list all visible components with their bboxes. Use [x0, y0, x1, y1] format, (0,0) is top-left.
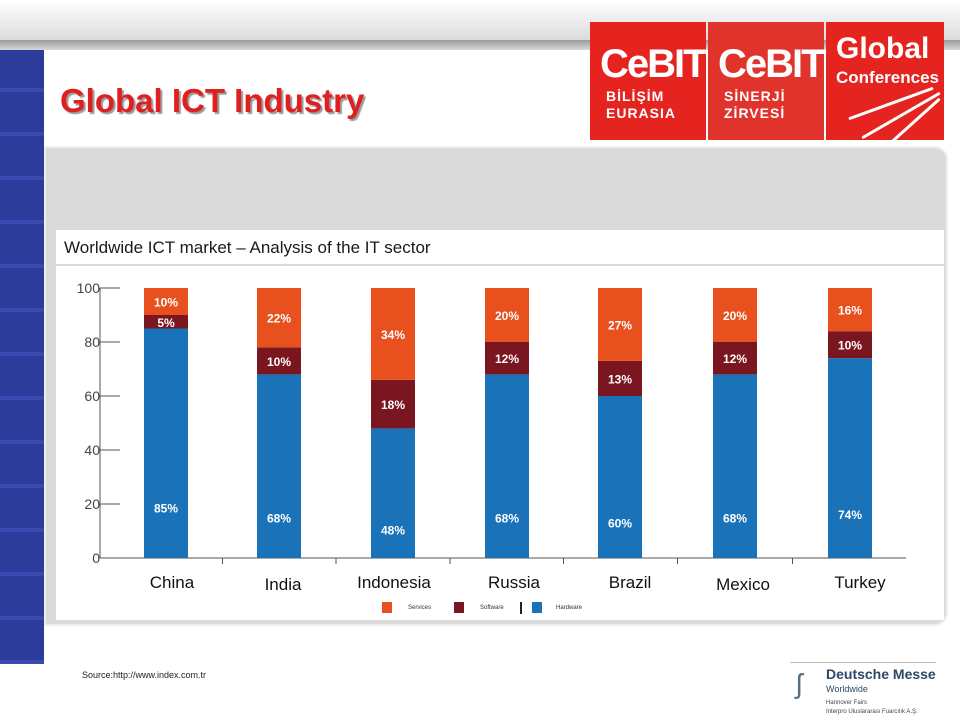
data-label-turkey-software: 10% — [838, 339, 862, 353]
cebit-sinerji-logo: CeBIT SİNERJİ ZİRVESİ — [708, 22, 826, 140]
data-label-indonesia-services: 34% — [381, 328, 405, 342]
data-label-brazil-services: 27% — [608, 318, 632, 332]
bar-indonesia-software — [371, 379, 415, 429]
bar-turkey-hardware — [828, 358, 872, 558]
y-tick-label-100: 100 — [77, 280, 101, 296]
left-decorative-strip — [0, 50, 44, 664]
data-label-turkey-hardware: 74% — [838, 508, 862, 522]
legend-swatch-services — [382, 602, 392, 613]
bar-turkey-services — [828, 288, 872, 332]
legend-label-services: Services — [408, 605, 432, 611]
deutsche-messe-icon: ʃ — [796, 668, 803, 699]
data-label-brazil-hardware: 60% — [608, 516, 632, 530]
data-label-china-services: 10% — [154, 296, 178, 310]
bar-russia-hardware — [485, 374, 529, 558]
chart-title: Worldwide ICT market – Analysis of the I… — [64, 238, 431, 257]
category-label-india: India — [232, 572, 334, 600]
bar-mexico-software — [713, 342, 757, 375]
legend-swatch-hardware — [532, 602, 542, 613]
bar-mexico-services — [713, 288, 757, 342]
deutsche-messe-logo: ʃ Deutsche Messe Worldwide Hannover Fair… — [790, 658, 938, 718]
bar-india-hardware — [257, 374, 301, 558]
category-label-turkey: Turkey — [804, 570, 916, 598]
y-tick-label-60: 60 — [84, 388, 100, 404]
category-label-china: China — [130, 570, 214, 598]
category-label-brazil: Brazil — [582, 570, 678, 598]
bar-china-software — [144, 315, 188, 329]
data-label-india-services: 22% — [267, 312, 291, 326]
data-label-mexico-services: 20% — [723, 309, 747, 323]
data-label-indonesia-hardware: 48% — [381, 523, 405, 537]
bar-india-software — [257, 347, 301, 375]
bar-mexico-hardware — [713, 374, 757, 558]
category-label-russia: Russia — [466, 570, 562, 598]
chart-title-bar — [56, 230, 944, 264]
legend-label-hardware: Hardware — [556, 605, 583, 611]
bar-indonesia-services — [371, 288, 415, 380]
y-tick-label-40: 40 — [84, 442, 100, 458]
data-label-russia-hardware: 68% — [495, 512, 519, 526]
bar-russia-software — [485, 342, 529, 375]
chart-legend: Services Software Hardware — [378, 602, 602, 614]
cebit-eurasia-logo: CeBIT BİLİŞİM EURASIA — [590, 22, 708, 140]
source-note: Source:http://www.index.com.tr — [82, 670, 207, 680]
category-label-indonesia: Indonesia — [346, 570, 442, 598]
data-label-brazil-software: 13% — [608, 372, 632, 386]
bar-russia-services — [485, 288, 529, 342]
data-label-china-software: 5% — [157, 316, 175, 330]
data-label-indonesia-software: 18% — [381, 398, 405, 412]
data-label-china-hardware: 85% — [154, 502, 178, 516]
data-label-india-software: 10% — [267, 355, 291, 369]
y-tick-label-20: 20 — [84, 496, 100, 512]
page-title: Global ICT Industry — [60, 82, 365, 119]
data-label-mexico-software: 12% — [723, 352, 747, 366]
data-label-india-hardware: 68% — [267, 512, 291, 526]
stacked-bar-chart: 0 20 40 60 80 100 85% 5% 10% 68% 10% 22% 48% 18% 34% 68… — [77, 280, 906, 566]
bar-brazil-hardware — [598, 396, 642, 558]
legend-swatch-software — [454, 602, 464, 613]
bar-brazil-services — [598, 288, 642, 361]
bar-turkey-software — [828, 331, 872, 359]
data-label-russia-services: 20% — [495, 309, 519, 323]
header-rule — [0, 40, 960, 50]
y-tick-label-0: 0 — [92, 550, 100, 566]
bar-china-hardware — [144, 328, 188, 558]
global-conferences-logo: Global Conferences — [826, 22, 944, 140]
data-label-turkey-services: 16% — [838, 304, 862, 318]
data-label-mexico-hardware: 68% — [723, 512, 747, 526]
bar-indonesia-hardware — [371, 428, 415, 558]
data-label-russia-software: 12% — [495, 352, 519, 366]
bar-china-services — [144, 288, 188, 315]
bar-india-services — [257, 288, 301, 348]
bar-brazil-software — [598, 360, 642, 396]
y-tick-label-80: 80 — [84, 334, 100, 350]
legend-label-software: Software — [480, 605, 504, 611]
category-label-mexico: Mexico — [694, 572, 792, 600]
